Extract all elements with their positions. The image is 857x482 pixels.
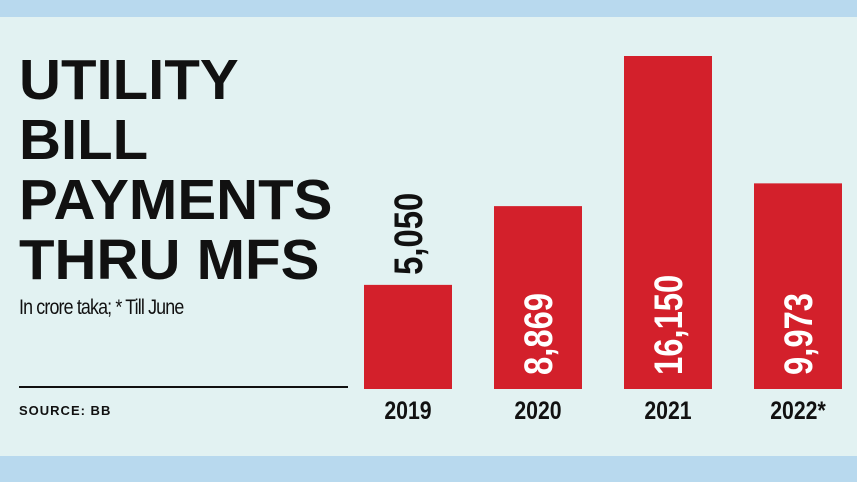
- data-label: 9,973: [776, 293, 821, 375]
- x-tick-label: 2019: [384, 396, 431, 424]
- bar-2022*: [754, 183, 842, 389]
- data-label: 5,050: [386, 193, 431, 275]
- source-label: SOURCE: BB: [19, 403, 112, 418]
- bar-2020: [494, 206, 582, 389]
- bottom-band: [0, 456, 857, 482]
- chart-subtitle: In crore taka; * Till June: [19, 296, 184, 319]
- bar-2021: [624, 56, 712, 389]
- data-label: 8,869: [516, 293, 561, 375]
- title-line: THRU MFS: [19, 228, 320, 292]
- chart-title: UTILITY BILL PAYMENTS THRU MFS: [19, 50, 332, 290]
- data-label: 16,150: [646, 275, 691, 375]
- x-tick-label: 2020: [514, 396, 561, 424]
- divider: [19, 386, 348, 388]
- x-tick-label: 2022*: [770, 396, 826, 424]
- title-line: PAYMENTS: [19, 168, 333, 232]
- x-tick-label: 2021: [644, 396, 691, 424]
- top-band: [0, 0, 857, 17]
- title-line: UTILITY: [19, 48, 239, 112]
- bar-2019: [364, 284, 452, 389]
- title-line: BILL: [19, 108, 149, 172]
